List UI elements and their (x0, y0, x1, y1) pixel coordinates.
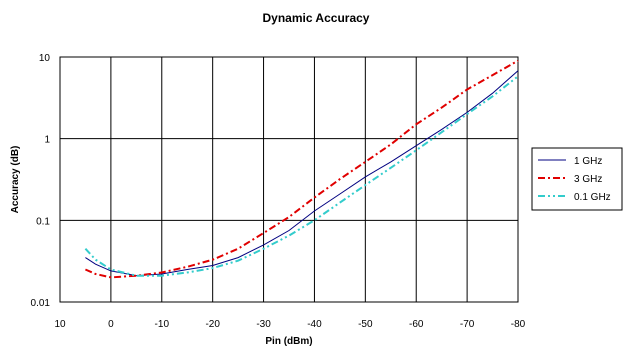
x-tick-label: -60 (409, 319, 424, 330)
x-tick-label: -30 (256, 319, 271, 330)
x-axis-title: Pin (dBm) (265, 336, 312, 347)
legend: 1 GHz 3 GHz 0.1 GHz (531, 147, 623, 211)
y-tick-label: 0.1 (36, 216, 50, 227)
x-tick-label: -70 (460, 319, 475, 330)
x-tick-label: -50 (358, 319, 373, 330)
series-line-2 (84, 59, 519, 279)
x-tick-label: -10 (155, 319, 170, 330)
y-tick-label: 10 (39, 53, 51, 64)
x-tick-label: -80 (511, 319, 526, 330)
x-tick-label: 0 (108, 319, 114, 330)
x-axis-ticks: 10 0 -10 -20 -30 -40 -50 -60 -70 -80 (54, 319, 525, 330)
series-line-3 (84, 75, 519, 277)
x-tick-label: -20 (205, 319, 220, 330)
legend-label: 1 GHz (574, 156, 602, 167)
legend-label: 0.1 GHz (574, 192, 611, 203)
y-axis-title: Accuracy (dB) (10, 146, 21, 214)
plot-area (59, 56, 519, 303)
y-tick-label: 1 (44, 135, 50, 146)
x-tick-label: -40 (307, 319, 322, 330)
y-tick-label: 0.01 (31, 298, 51, 309)
x-tick-label: 10 (54, 319, 66, 330)
grid (59, 56, 519, 303)
y-axis-ticks: 10 1 0.1 0.01 (31, 53, 51, 309)
legend-label: 3 GHz (574, 174, 602, 185)
chart-title: Dynamic Accuracy (263, 11, 370, 25)
series-lines (84, 59, 519, 279)
legend-box (531, 147, 623, 211)
series-line-1 (85, 70, 519, 277)
